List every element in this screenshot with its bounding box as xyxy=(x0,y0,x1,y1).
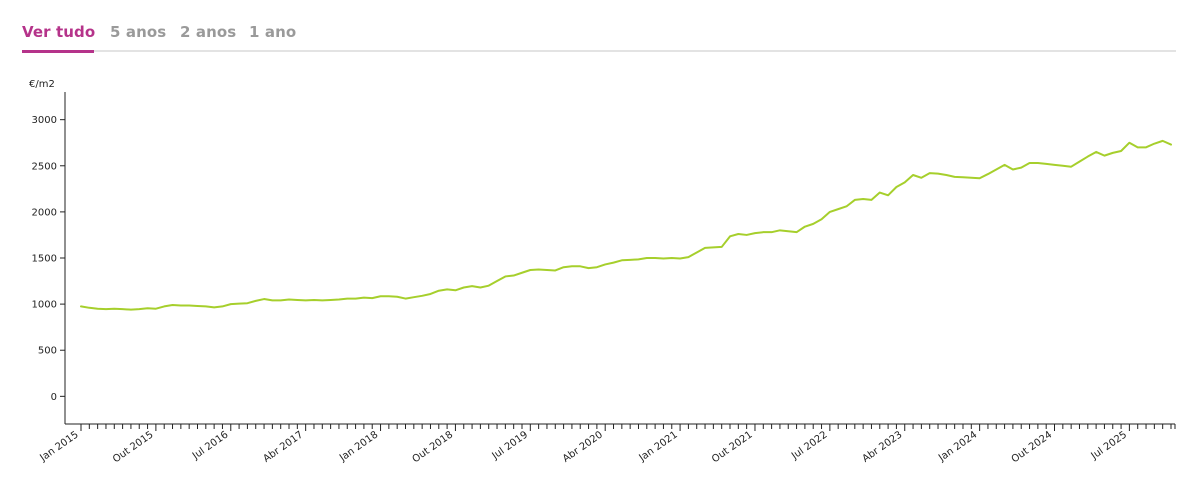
x-tick-label: Jul 2022 xyxy=(789,429,829,462)
x-tick-label: Out 2024 xyxy=(1010,429,1055,465)
tab-ver-tudo[interactable]: Ver tudo xyxy=(22,23,96,41)
x-tick-label: Out 2021 xyxy=(710,429,755,465)
y-tick-label: 0 xyxy=(51,392,57,403)
x-tick-label: Abr 2020 xyxy=(561,429,605,464)
period-tabs: Ver tudo 5 anos 2 anos 1 ano xyxy=(22,16,1176,53)
tab-1-ano[interactable]: 1 ano xyxy=(249,23,297,41)
y-tick-label: 3000 xyxy=(32,115,57,126)
x-tick-label: Jul 2016 xyxy=(190,429,230,462)
y-tick-label: 2000 xyxy=(32,207,57,218)
y-tick-label: 2500 xyxy=(32,161,57,172)
price-series-line xyxy=(80,139,1172,311)
x-tick-label: Jan 2015 xyxy=(38,429,81,464)
x-tick-label: Out 2018 xyxy=(411,429,456,465)
tab-2-anos[interactable]: 2 anos xyxy=(180,23,237,41)
y-tick-label: 1000 xyxy=(32,300,57,311)
tab-5-anos[interactable]: 5 anos xyxy=(110,23,167,41)
x-tick-label: Jul 2019 xyxy=(490,429,530,462)
x-tick-label: Abr 2023 xyxy=(861,429,905,464)
active-tab-underline xyxy=(22,50,94,53)
y-tick-label: 500 xyxy=(38,346,57,357)
y-axis-unit-label: €/m2 xyxy=(29,79,55,90)
x-tick-label: Out 2015 xyxy=(111,429,156,465)
y-tick-label: 1500 xyxy=(32,254,57,265)
price-line-chart: €/m2 0 500 1000 1500 2000 2500 3000 Jan 2015 Out … xyxy=(29,79,1176,465)
x-tick-label: Jan 2024 xyxy=(936,429,979,464)
x-tick-label: Jan 2018 xyxy=(337,429,380,464)
x-tick-label: Jan 2021 xyxy=(637,429,680,464)
x-tick-label: Jul 2025 xyxy=(1089,429,1129,462)
x-tick-label: Abr 2017 xyxy=(261,429,305,464)
